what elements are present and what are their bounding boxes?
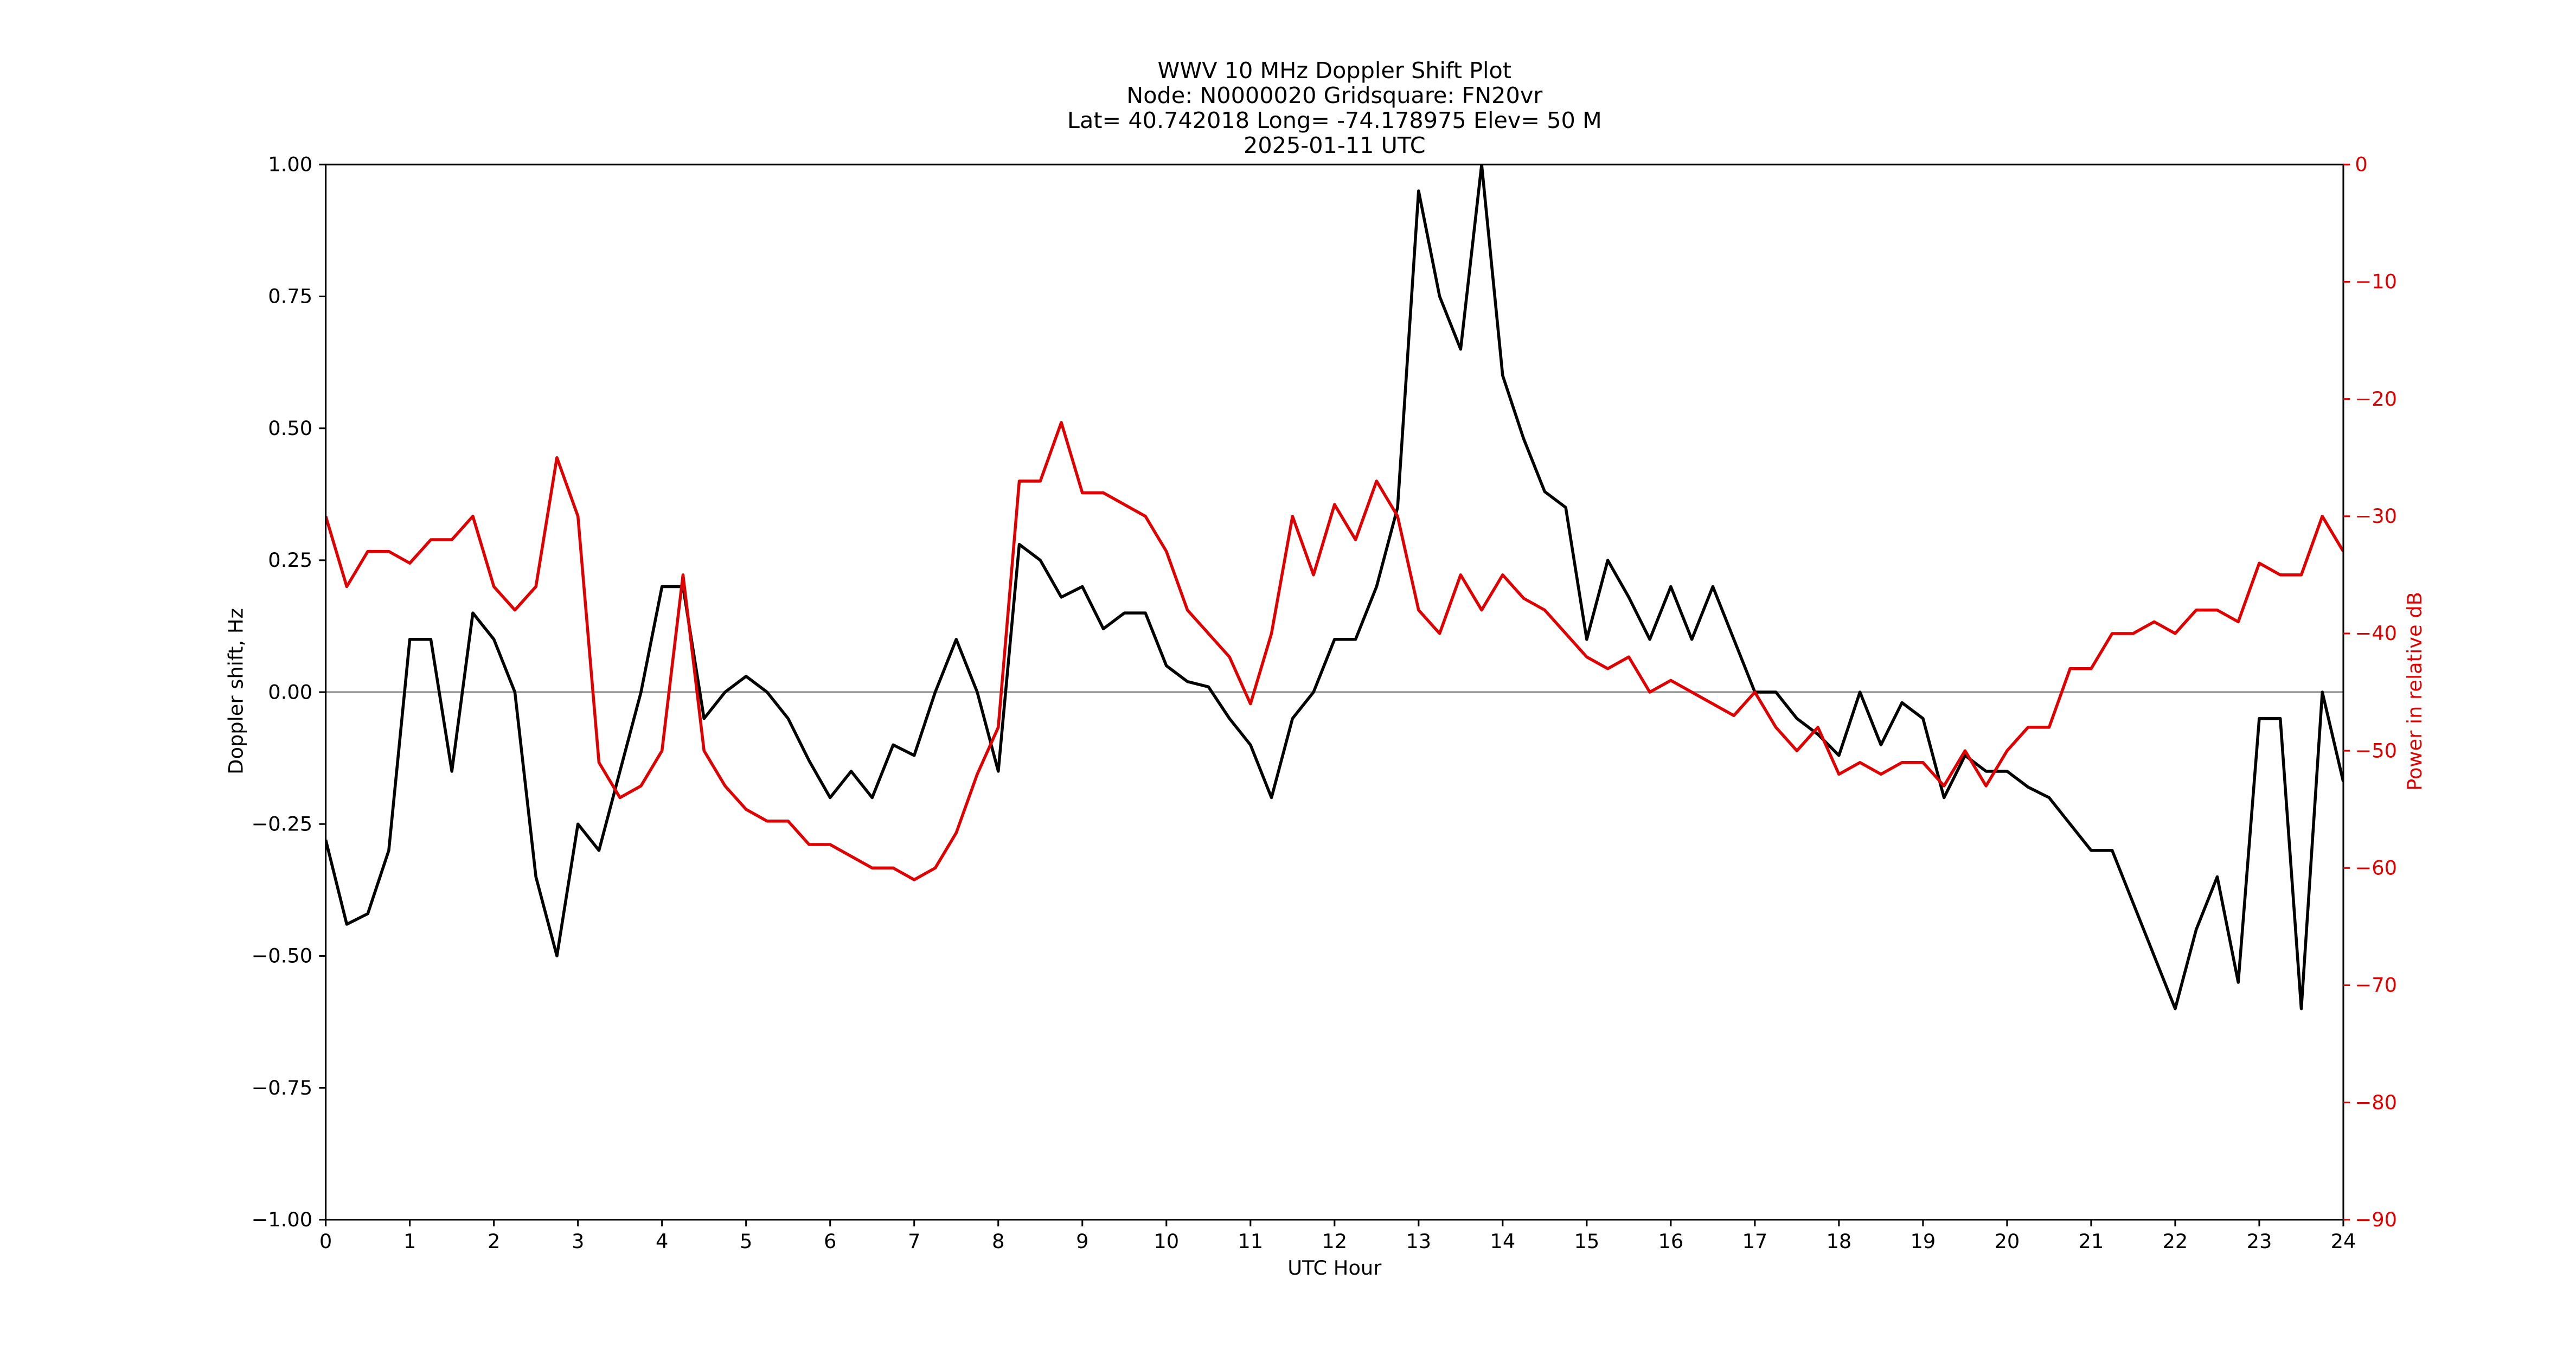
x-tick-label: 2 <box>488 1230 500 1253</box>
x-tick-label: 4 <box>656 1230 668 1253</box>
chart-subtitle: 2025-01-11 UTC <box>1244 132 1426 158</box>
x-tick-label: 7 <box>908 1230 920 1253</box>
y2-tick-label: −30 <box>2355 504 2397 528</box>
chart-subtitle: Node: N0000020 Gridsquare: FN20vr <box>1126 82 1542 108</box>
y2-tick-label: −70 <box>2355 974 2397 997</box>
x-axis-label: UTC Hour <box>1287 1256 1382 1280</box>
y-tick-label: 0.50 <box>268 417 312 440</box>
x-tick-label: 10 <box>1154 1230 1179 1253</box>
y-tick-label: 0.25 <box>268 548 312 572</box>
y2-tick-label: −50 <box>2355 739 2397 762</box>
y2-axis-label: Power in relative dB <box>2403 592 2426 791</box>
x-tick-label: 17 <box>1742 1230 1767 1253</box>
y2-tick-label: 0 <box>2355 153 2367 176</box>
chart-title: WWV 10 MHz Doppler Shift Plot <box>1158 57 1512 84</box>
chart-subtitle: Lat= 40.742018 Long= -74.178975 Elev= 50… <box>1067 107 1602 133</box>
x-tick-label: 18 <box>1827 1230 1852 1253</box>
y2-tick-label: −20 <box>2355 387 2397 411</box>
y-tick-label: 1.00 <box>268 153 312 176</box>
x-tick-label: 15 <box>1574 1230 1599 1253</box>
x-tick-label: 24 <box>2331 1230 2356 1253</box>
series-line <box>325 421 2343 881</box>
x-tick-label: 20 <box>1995 1230 2020 1253</box>
x-tick-label: 0 <box>319 1230 332 1253</box>
x-tick-label: 23 <box>2247 1230 2272 1253</box>
x-tick-label: 3 <box>572 1230 584 1253</box>
x-tick-label: 22 <box>2163 1230 2188 1253</box>
x-tick-label: 12 <box>1322 1230 1347 1253</box>
y2-tick-label: −90 <box>2355 1208 2397 1231</box>
x-tick-label: 11 <box>1238 1230 1263 1253</box>
x-tick-label: 9 <box>1076 1230 1088 1253</box>
x-tick-label: 13 <box>1406 1230 1431 1253</box>
y-axis-label: Doppler shift, Hz <box>224 608 247 775</box>
x-tick-label: 14 <box>1490 1230 1515 1253</box>
y2-tick-label: −40 <box>2355 622 2397 645</box>
y-tick-label: −0.75 <box>251 1076 312 1099</box>
y-tick-label: 0.75 <box>268 285 312 308</box>
y2-tick-label: −80 <box>2355 1091 2397 1114</box>
y-tick-label: −0.50 <box>251 944 312 968</box>
y-tick-label: −1.00 <box>251 1208 312 1231</box>
x-tick-label: 16 <box>1658 1230 1683 1253</box>
plot-area <box>325 164 2343 1010</box>
y2-tick-label: −10 <box>2355 270 2397 293</box>
x-tick-label: 1 <box>403 1230 416 1253</box>
y-tick-label: 0.00 <box>268 680 312 703</box>
x-tick-label: 6 <box>824 1230 836 1253</box>
x-tick-label: 21 <box>2079 1230 2104 1253</box>
x-tick-label: 19 <box>1911 1230 1936 1253</box>
y-tick-label: −0.25 <box>251 812 312 835</box>
series-line <box>325 164 2343 1010</box>
x-tick-label: 5 <box>740 1230 752 1253</box>
x-tick-label: 8 <box>992 1230 1004 1253</box>
y2-tick-label: −60 <box>2355 856 2397 880</box>
